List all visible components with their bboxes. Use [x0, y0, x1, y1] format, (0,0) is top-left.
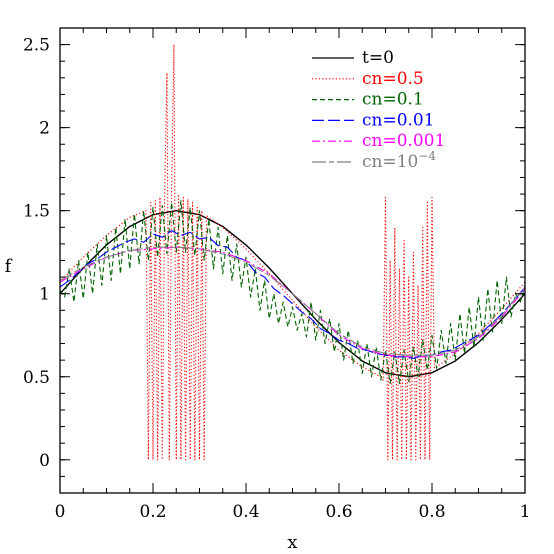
y-tick-label: 0.5 [23, 368, 50, 388]
series-line-2 [59, 200, 526, 384]
y-tick-label: 2 [39, 119, 50, 139]
series-line-1 [59, 44, 526, 461]
x-tick-label: 1 [520, 502, 531, 522]
legend-label-1: cn=0.5 [362, 69, 424, 89]
x-tick-label: 0 [55, 502, 66, 522]
x-tick-label: 0.4 [232, 502, 259, 522]
ticks-layer: 0 0.2 0.4 0.6 0.8 1 0 0.5 1 1.5 2 2.5 [23, 27, 531, 522]
y-tick-label: 2.5 [23, 36, 50, 56]
legend-label-5: cn=10−4 [362, 149, 436, 172]
series-line-3 [59, 230, 526, 360]
y-tick-label: 1.5 [23, 202, 50, 222]
x-tick-label: 0.8 [418, 502, 445, 522]
x-tick-label: 0.6 [325, 502, 352, 522]
x-tick-label: 0.2 [139, 502, 166, 522]
series-line-5 [59, 246, 526, 356]
y-axis-label: f [5, 256, 13, 277]
legend-label-0: t=0 [362, 48, 394, 68]
x-axis-label: x [287, 532, 297, 553]
legend-label-3: cn=0.01 [362, 110, 435, 130]
legend-label-4: cn=0.001 [362, 131, 445, 151]
y-tick-label: 0 [39, 451, 50, 471]
series-layer [59, 44, 526, 461]
plot-frame [59, 27, 526, 494]
legend-label-2: cn=0.1 [362, 90, 424, 110]
y-tick-label: 1 [39, 285, 50, 305]
